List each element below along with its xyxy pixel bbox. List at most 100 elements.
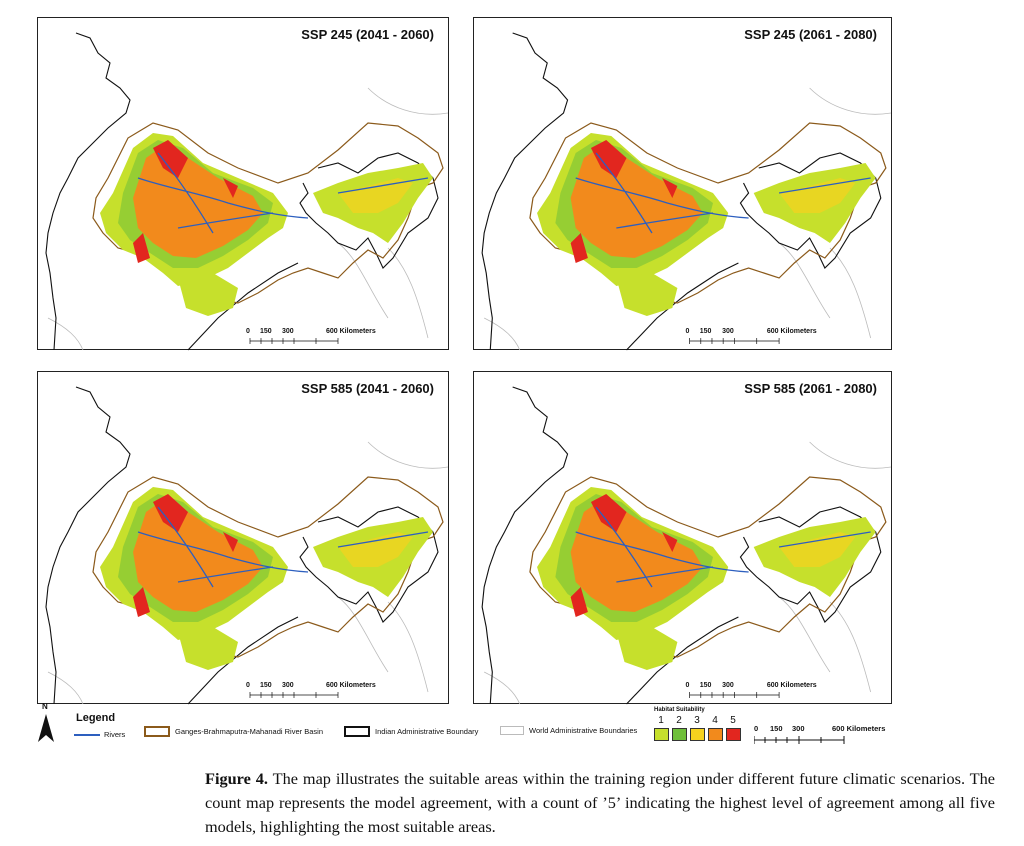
- india-boundary: [45, 386, 439, 705]
- suitability-class-swatch: [708, 728, 723, 741]
- scale-tick-label-150: 150: [260, 682, 272, 689]
- basin-swatch: [144, 726, 170, 737]
- panel-title: SSP 585 (2041 - 2060): [301, 381, 434, 396]
- suitability-class-label: 4: [712, 715, 718, 726]
- suitability-class-5: 5: [726, 715, 741, 741]
- scale-distance-label: 600 Kilometers: [326, 328, 376, 335]
- india-boundary-swatch: [344, 726, 370, 737]
- suitability-class-label: 1: [658, 715, 664, 726]
- legend-scale-bar: 0 150 300 600 Kilometers: [750, 724, 900, 748]
- suitability-class-5-area: [133, 494, 238, 617]
- suitability-class-4-area: [570, 500, 703, 612]
- legend-world-boundary: World Administrative Boundaries: [500, 726, 637, 735]
- caption-text: The map illustrates the suitable areas w…: [205, 769, 995, 836]
- scale-distance-label: 600 Kilometers: [326, 682, 376, 689]
- world-boundary-swatch: [500, 726, 524, 735]
- suitability-class-5-area: [570, 494, 678, 617]
- suitability-class-4-area: [133, 146, 263, 258]
- scale-tick-label-150: 150: [260, 328, 272, 335]
- map-ssp585-2041: 0 150 300 600 Kilometers: [45, 386, 449, 705]
- legend-title: Legend: [76, 712, 116, 724]
- figure-caption: Figure 4. The map illustrates the suitab…: [205, 767, 995, 839]
- map-layers: [45, 32, 449, 351]
- map-legend: N Legend Rivers Ganges-Brahmaputra-Mahan…: [34, 702, 914, 750]
- suitability-class-swatch: [690, 728, 705, 741]
- suitability-class-4: 4: [708, 715, 723, 741]
- legend-basin-label: Ganges-Brahmaputra-Mahanadi River Basin: [175, 727, 323, 736]
- mahanadi-suitability-area: [178, 627, 238, 670]
- map-layers: [45, 386, 449, 705]
- river-line-swatch: [74, 733, 100, 736]
- mahanadi-suitability-area: [178, 273, 238, 316]
- scale-tick-label-300: 300: [722, 682, 734, 689]
- suitability-class-3: 3: [690, 715, 705, 741]
- suitability-class-1: 1: [654, 715, 669, 741]
- suitability-class-2: 2: [672, 715, 687, 741]
- legend-world-label: World Administrative Boundaries: [529, 726, 638, 735]
- map-layers: [481, 32, 892, 351]
- suitability-class-5-area: [570, 140, 678, 263]
- india-boundary: [481, 32, 882, 351]
- suitability-class-label: 3: [694, 715, 700, 726]
- scale-tick-label-0: 0: [686, 328, 690, 335]
- river-lines: [137, 506, 429, 588]
- river-lines: [575, 152, 871, 234]
- suitability-class-4-area: [570, 146, 703, 258]
- suitability-class-label: 2: [676, 715, 682, 726]
- legend-rivers: Rivers: [74, 730, 125, 739]
- north-arrow-icon: [38, 714, 54, 742]
- india-boundary: [481, 386, 882, 705]
- scale-tick-label-150: 150: [700, 328, 712, 335]
- north-label: N: [42, 702, 48, 711]
- panel-scale-bar: 0 150 300 600 Kilometers: [686, 682, 817, 698]
- ne-suitability-class-3-area: [338, 178, 413, 213]
- ne-suitability-class-3-area: [779, 532, 856, 567]
- suitability-class-swatch: [726, 728, 741, 741]
- mahanadi-suitability-area: [616, 627, 678, 670]
- map-layers: [481, 386, 892, 705]
- suitability-class-swatch: [654, 728, 669, 741]
- scale-distance-label: 600 Kilometers: [767, 328, 817, 335]
- map-panel-ssp245-2061: 0 150 300 600 Kilometers SSP 245 (2061 - 20…: [473, 17, 892, 351]
- river-lines: [137, 152, 429, 234]
- panel-scale-bar: 0 150 300 600 Kilometers: [246, 328, 376, 344]
- suitability-class-5-area: [133, 140, 238, 263]
- ne-suitability-class-3-area: [338, 532, 413, 567]
- panel-scale-bar: 0 150 300 600 Kilometers: [686, 328, 817, 344]
- scale-tick-label-150: 150: [700, 682, 712, 689]
- panel-title: SSP 245 (2041 - 2060): [301, 27, 434, 42]
- panel-scale-bar: 0 150 300 600 Kilometers: [246, 682, 376, 698]
- world-boundary-lines: [47, 87, 449, 351]
- map-ssp585-2061: 0 150 300 600 Kilometers: [481, 386, 892, 705]
- legend-indian-boundary: Indian Administrative Boundary: [344, 726, 478, 737]
- caption-label: Figure 4.: [205, 769, 268, 788]
- panel-title: SSP 245 (2061 - 2080): [744, 27, 877, 42]
- suitability-class-4-area: [133, 500, 263, 612]
- legend-scale-line: [754, 736, 845, 744]
- map-panel-ssp585-2061: 0 150 300 600 Kilometers SSP 585 (2061 - 20…: [473, 371, 892, 705]
- scale-tick-label-300: 300: [722, 328, 734, 335]
- panel-title: SSP 585 (2061 - 2080): [744, 381, 877, 396]
- river-lines: [575, 506, 871, 588]
- suitability-class-swatch: [672, 728, 687, 741]
- suitability-class-label: 5: [730, 715, 736, 726]
- scale-tick-label-0: 0: [686, 682, 690, 689]
- scale-tick-label-300: 300: [282, 328, 294, 335]
- legend-rivers-label: Rivers: [104, 730, 126, 739]
- ne-suitability-class-3-area: [779, 178, 856, 213]
- legend-scale-tick-0: 0: [754, 724, 759, 733]
- map-ssp245-2061: 0 150 300 600 Kilometers: [481, 32, 892, 351]
- mahanadi-suitability-area: [616, 273, 678, 316]
- scale-tick-label-0: 0: [246, 682, 250, 689]
- scale-tick-label-0: 0: [246, 328, 250, 335]
- india-boundary: [45, 32, 439, 351]
- legend-scale-tick-150: 150: [770, 724, 783, 733]
- map-panel-ssp245-2041: 0 150 300 600 Kilometers SSP 245 (2041 - 20…: [37, 17, 449, 351]
- world-boundary-lines: [483, 441, 892, 705]
- world-boundary-lines: [483, 87, 892, 351]
- map-panel-ssp585-2041: 0 150 300 600 Kilometers SSP 585 (2041 - 20…: [37, 371, 449, 705]
- suitability-title: Habitat Suitability: [654, 707, 705, 713]
- legend-scale-tick-300: 300: [792, 724, 805, 733]
- scale-distance-label: 600 Kilometers: [767, 682, 817, 689]
- legend-basin: Ganges-Brahmaputra-Mahanadi River Basin: [144, 726, 323, 737]
